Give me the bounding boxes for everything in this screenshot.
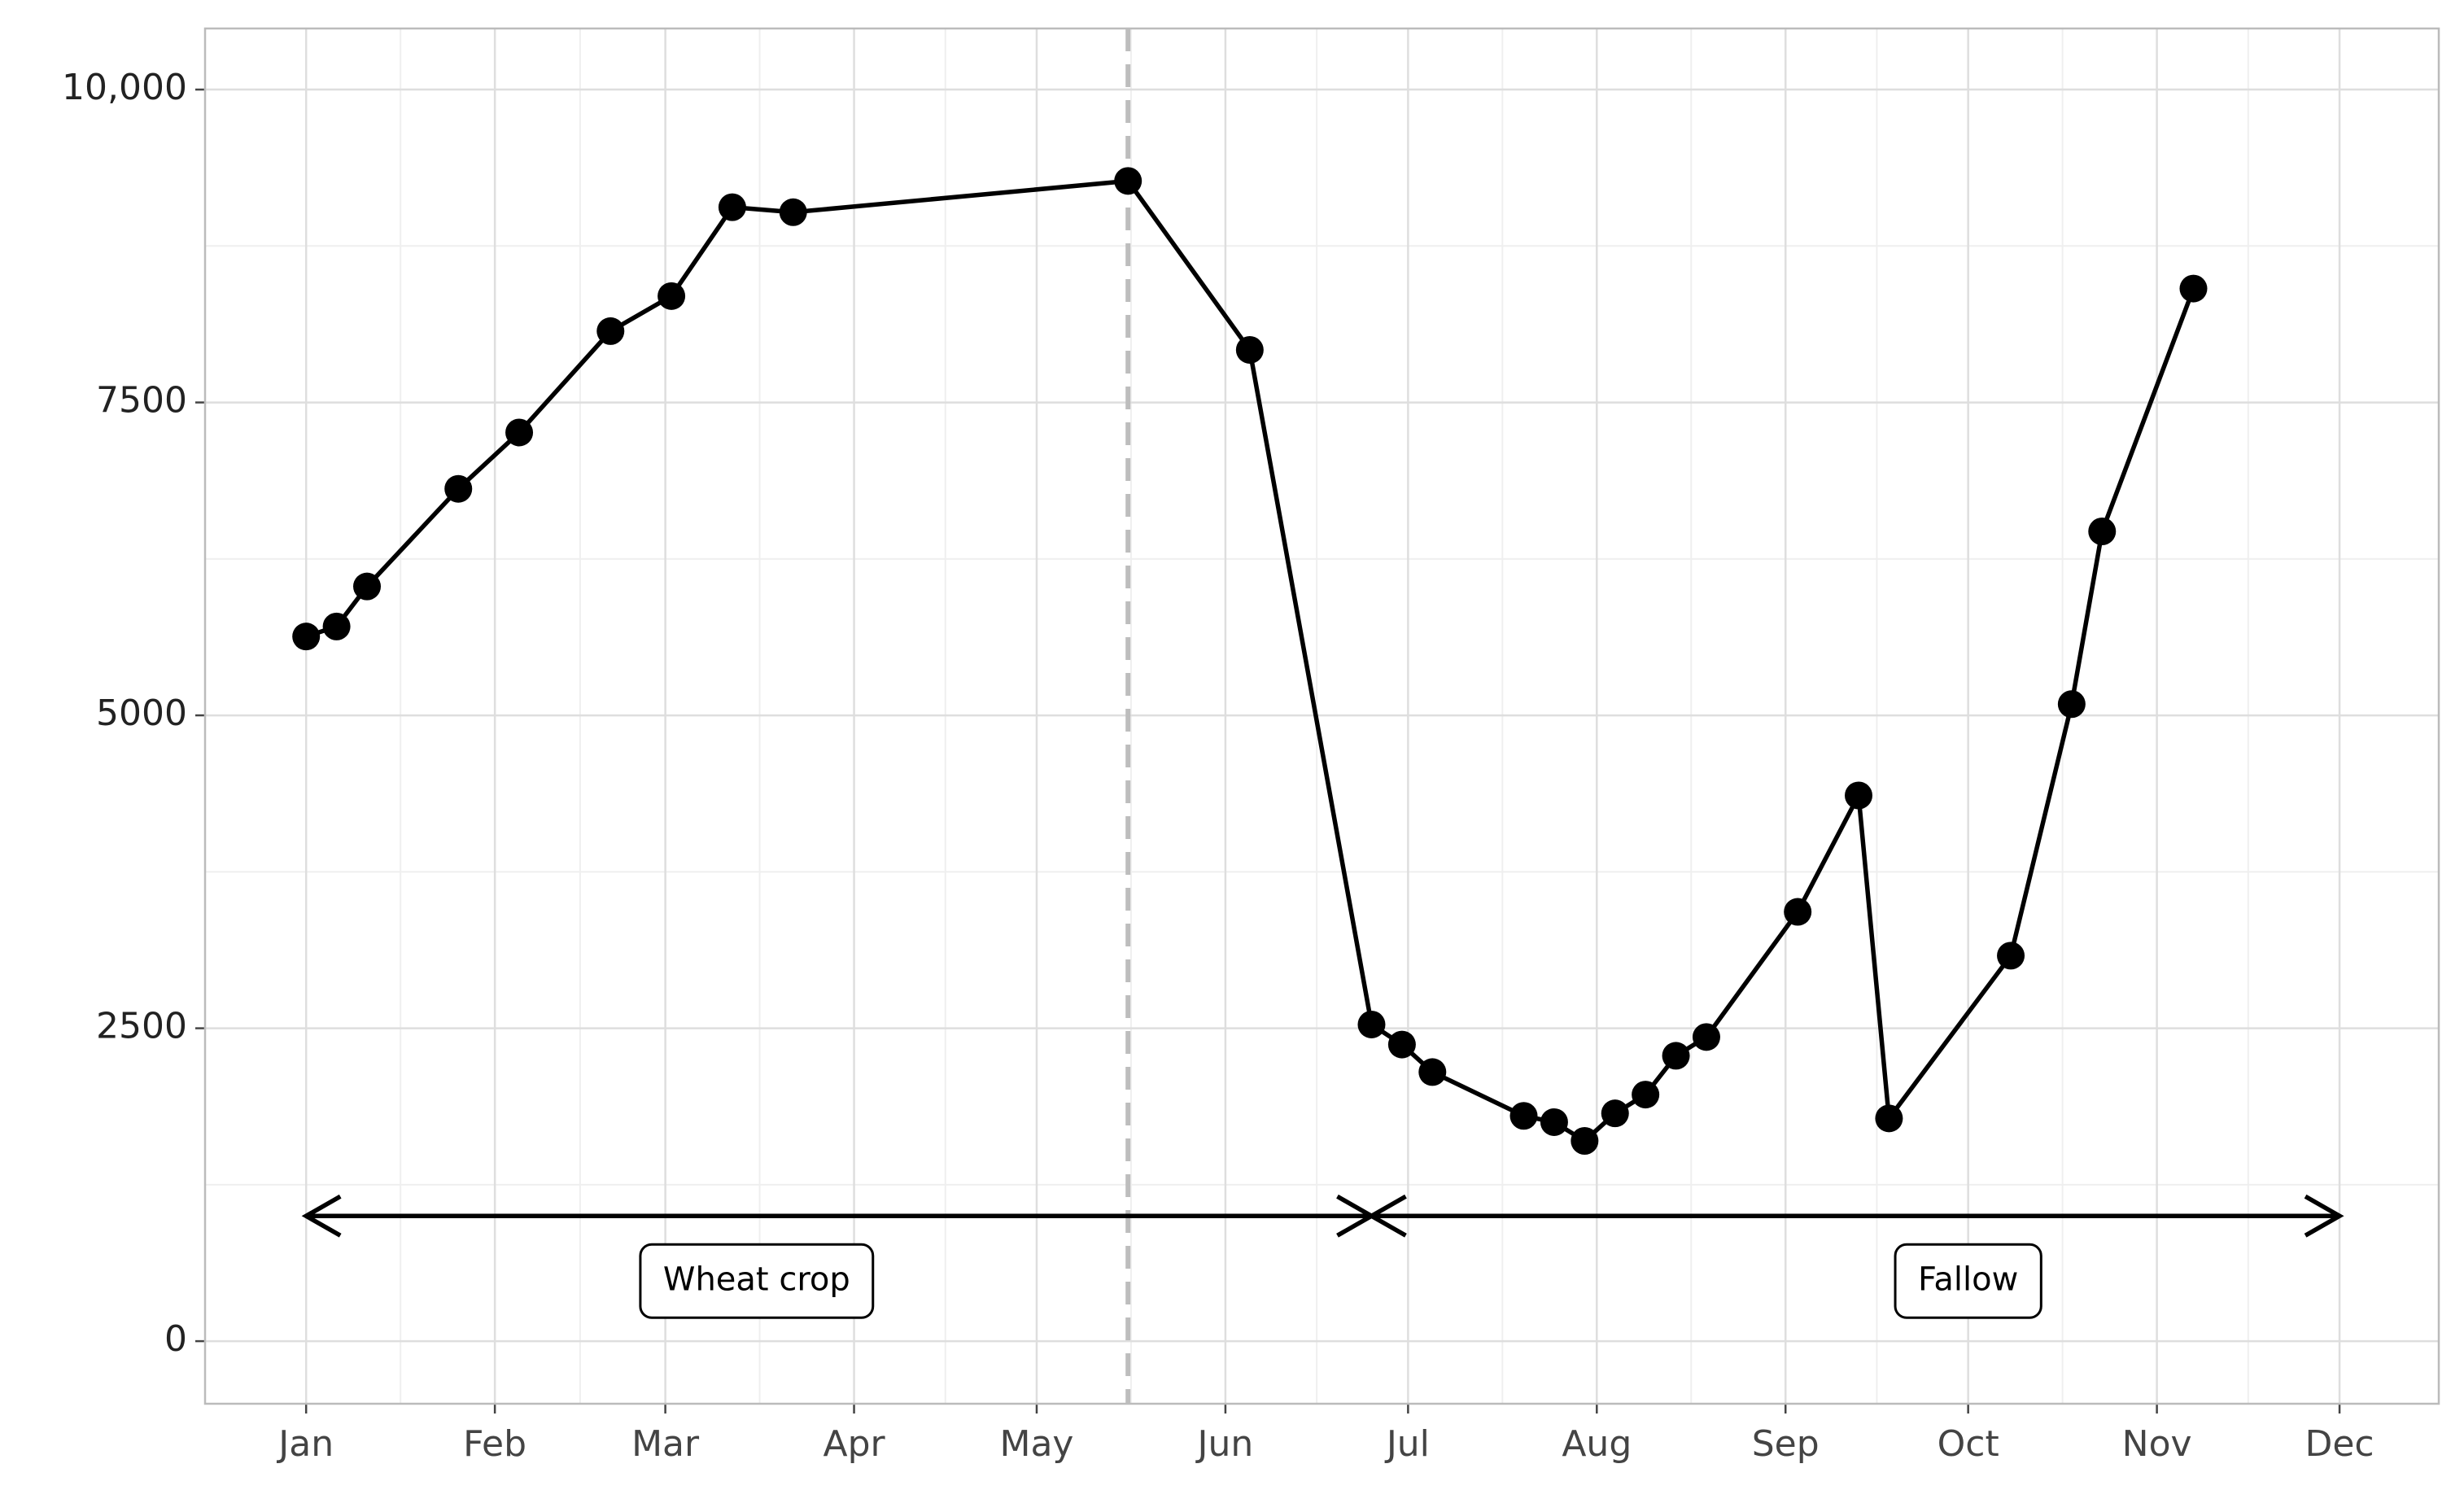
data-point (779, 198, 807, 226)
x-tick-label: Dec (2305, 1423, 2374, 1465)
x-tick-label: Mar (631, 1423, 700, 1465)
y-tick-label: 10,000 (62, 67, 187, 108)
x-tick-label: Jun (1195, 1423, 1254, 1465)
data-point (2179, 274, 2208, 303)
data-point (292, 623, 321, 651)
x-tick-label: Jul (1384, 1423, 1430, 1465)
data-point (1662, 1042, 1690, 1070)
data-point (2088, 517, 2117, 545)
data-point (1632, 1081, 1660, 1109)
data-point (505, 418, 534, 447)
annotation-label: Fallow (1918, 1261, 2018, 1298)
y-tick-label: 7500 (96, 380, 187, 422)
data-point (1540, 1108, 1568, 1136)
data-point (658, 282, 686, 310)
data-point (1601, 1099, 1629, 1128)
y-tick-label: 2500 (96, 1006, 187, 1047)
data-point (718, 193, 746, 221)
x-tick-label: Nov (2122, 1423, 2192, 1465)
annotation-box (639, 1243, 875, 1319)
x-tick-label: Sep (1752, 1423, 1820, 1465)
data-line (305, 178, 2196, 1143)
arrow-head (301, 1194, 342, 1238)
arrow-head (2304, 1194, 2344, 1238)
arrow-head (1366, 1194, 1407, 1238)
plot-border (203, 27, 2440, 1405)
data-point (444, 474, 473, 503)
data-point (1571, 1127, 1599, 1156)
x-tick-label: Aug (1562, 1423, 1632, 1465)
data-point (1875, 1104, 1903, 1133)
x-tick-label: Apr (823, 1423, 885, 1465)
data-point (1997, 942, 2025, 970)
data-point (1387, 1030, 1416, 1059)
data-point (2057, 690, 2086, 719)
x-tick-label: Jan (276, 1423, 334, 1465)
y-tick-label: 5000 (96, 693, 187, 734)
data-point (596, 317, 625, 345)
annotation-box (1894, 1243, 2042, 1319)
annotation-label: Wheat crop (663, 1261, 850, 1298)
data-point (1235, 335, 1264, 364)
data-point (1114, 167, 1142, 195)
data-point (1509, 1102, 1538, 1130)
y-tick-label: 0 (164, 1318, 187, 1360)
data-point (1418, 1058, 1447, 1086)
x-tick-label: Oct (1938, 1423, 1999, 1465)
data-point (353, 572, 382, 601)
data-point (1845, 781, 1873, 810)
data-point (1357, 1010, 1386, 1038)
x-tick-label: May (1000, 1423, 1074, 1465)
data-point (1784, 898, 1812, 926)
data-point (322, 612, 351, 640)
data-point (1692, 1023, 1720, 1051)
x-tick-label: Feb (463, 1423, 526, 1465)
